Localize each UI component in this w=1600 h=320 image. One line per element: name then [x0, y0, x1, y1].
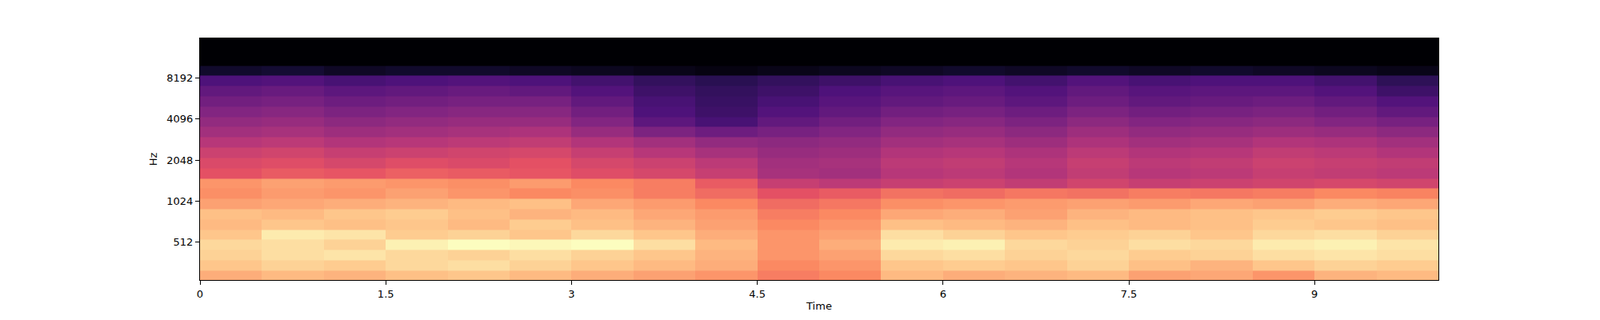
svg-text:Hz: Hz	[147, 152, 160, 167]
svg-text:9: 9	[1311, 288, 1318, 300]
svg-text:1.5: 1.5	[377, 288, 395, 300]
svg-text:1024: 1024	[166, 195, 193, 208]
svg-text:8192: 8192	[166, 72, 193, 84]
svg-text:4.5: 4.5	[748, 288, 766, 300]
svg-text:512: 512	[173, 236, 194, 248]
svg-text:7.5: 7.5	[1120, 288, 1138, 300]
svg-text:6: 6	[940, 288, 947, 300]
svg-text:3: 3	[568, 288, 575, 300]
svg-text:4096: 4096	[166, 112, 193, 125]
svg-text:Time: Time	[805, 300, 832, 312]
svg-text:0: 0	[196, 288, 204, 300]
svg-text:2048: 2048	[166, 154, 193, 167]
